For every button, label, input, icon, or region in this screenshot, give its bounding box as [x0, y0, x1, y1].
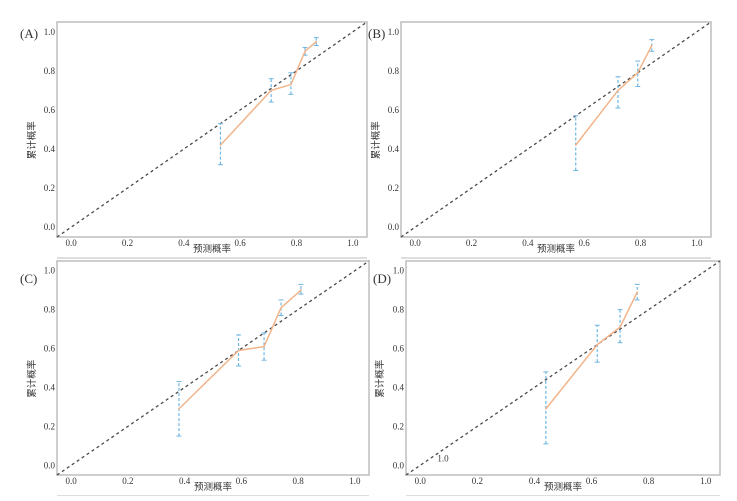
data-point — [545, 408, 547, 410]
x-axis-label: 预测概率 — [193, 243, 232, 255]
y-tick-label: 0.4 — [393, 382, 405, 392]
data-point — [270, 89, 272, 92]
plot-frame — [400, 21, 712, 238]
x-tick-label: 0.0 — [409, 238, 421, 248]
x-tick-label: 0.8 — [643, 476, 655, 486]
data-point — [280, 306, 282, 309]
x-tick-label: 0.6 — [236, 476, 248, 486]
calibration-curve — [219, 40, 317, 146]
panel-label: (C) — [20, 271, 37, 286]
plot-frame — [56, 260, 370, 476]
y-tick-label: 0.0 — [388, 222, 400, 232]
y-tick-label: 0.6 — [44, 105, 56, 115]
y-tick-label: 1.0 — [44, 266, 56, 276]
data-point — [304, 50, 306, 53]
x-tick-label: 0.4 — [178, 238, 190, 248]
y-tick-label: 0.2 — [388, 183, 399, 193]
y-tick-label: 0.8 — [393, 305, 405, 315]
data-point — [596, 343, 599, 346]
data-point — [636, 72, 639, 74]
y-tick-label: 0.8 — [44, 305, 56, 315]
data-point — [219, 144, 222, 146]
x-tick-label: 0.2 — [122, 238, 133, 248]
calibration-curve — [575, 45, 653, 146]
y-tick-label: 0.0 — [44, 222, 56, 232]
panel-d: 0.0 0.2 0.4 0.6 0.8 1.0 0.0 0.2 0.4 0.6 0.8 1.0 预测概率… — [373, 260, 721, 497]
x-tick-label: 0.2 — [466, 238, 477, 248]
reference-diagonal — [56, 21, 368, 238]
data-point — [651, 44, 653, 47]
y-tick-label: 0.0 — [393, 460, 405, 470]
x-tick-label: 0.2 — [472, 476, 483, 486]
y-tick-label: 0.4 — [44, 144, 56, 154]
y-tick-label: 0.6 — [388, 105, 400, 115]
y-tick-label: 0.2 — [44, 183, 55, 193]
x-tick-label: 0.0 — [66, 476, 78, 486]
panel-c: 0.0 0.2 0.4 0.6 0.8 1.0 0.0 0.2 0.4 0.6 0.8 1.0 预测概率… — [20, 260, 370, 497]
y-tick-label: 0.8 — [388, 66, 400, 76]
x-tick-label: 0.0 — [415, 476, 427, 486]
plot-frame — [405, 260, 721, 476]
x-tick-label: 0.8 — [291, 238, 303, 248]
x-axis-label: 预测概率 — [537, 243, 576, 255]
y-tick-label: 0.2 — [44, 421, 55, 431]
data-point — [636, 291, 639, 293]
y-tick-label: 0.4 — [44, 382, 56, 392]
x-tick-label: 0.6 — [235, 238, 247, 248]
x-tick-label: 0.6 — [579, 238, 591, 248]
calibration-curve — [178, 289, 302, 410]
y-tick-label: 1.0 — [393, 266, 405, 276]
panel-a: 0.0 0.2 0.4 0.6 0.8 1.0 0.0 0.2 0.4 0.6 0.8 1.0 预测概率… — [20, 21, 368, 259]
x-tick-label: 0.4 — [179, 476, 191, 486]
reference-diagonal — [400, 21, 712, 238]
y-axis-label: 累计概率 — [26, 359, 38, 398]
data-point — [237, 349, 240, 352]
annotation-label: 1.0 — [437, 453, 449, 463]
y-tick-label: 1.0 — [44, 27, 56, 37]
x-tick-label: 1.0 — [349, 476, 361, 486]
y-tick-label: 0.8 — [44, 66, 56, 76]
x-tick-label: 1.0 — [347, 238, 359, 248]
data-point — [574, 144, 577, 146]
data-point — [263, 345, 265, 348]
panel-b: 0.0 0.2 0.4 0.6 0.8 1.0 0.0 0.2 0.4 0.6 0.8 1.0 预测概率… — [368, 21, 712, 259]
x-tick-label: 0.2 — [122, 476, 133, 486]
x-tick-label: 1.0 — [700, 476, 712, 486]
x-tick-label: 0.4 — [529, 476, 541, 486]
reference-diagonal — [405, 260, 721, 476]
y-axis-label: 累计概率 — [374, 359, 386, 398]
y-tick-label: 0.4 — [388, 144, 400, 154]
reference-diagonal — [56, 260, 370, 476]
y-axis-label: 累计概率 — [370, 121, 382, 160]
plot-frame — [56, 21, 368, 238]
data-point — [617, 89, 619, 92]
x-tick-label: 0.0 — [65, 238, 77, 248]
x-axis-label: 预测概率 — [194, 481, 233, 493]
y-tick-label: 0.6 — [393, 344, 405, 354]
y-tick-label: 0.0 — [44, 460, 56, 470]
panel-label: (A) — [20, 26, 38, 41]
x-tick-label: 1.0 — [691, 238, 703, 248]
x-tick-label: 0.6 — [586, 476, 598, 486]
x-tick-label: 0.4 — [522, 238, 534, 248]
panel-label: (B) — [368, 26, 385, 41]
y-axis-label: 累计概率 — [26, 121, 38, 160]
data-point — [300, 289, 302, 291]
y-tick-label: 1.0 — [388, 27, 400, 37]
data-point — [178, 408, 180, 410]
data-point — [315, 40, 318, 43]
data-point — [619, 326, 621, 328]
x-axis-label: 预测概率 — [544, 481, 583, 493]
x-tick-label: 0.8 — [635, 238, 647, 248]
calibration-curve — [545, 291, 638, 410]
panel-label: (D) — [373, 271, 391, 286]
y-tick-label: 0.6 — [44, 344, 56, 354]
data-point — [290, 83, 292, 86]
y-tick-label: 0.2 — [393, 421, 404, 431]
x-tick-label: 0.8 — [292, 476, 304, 486]
